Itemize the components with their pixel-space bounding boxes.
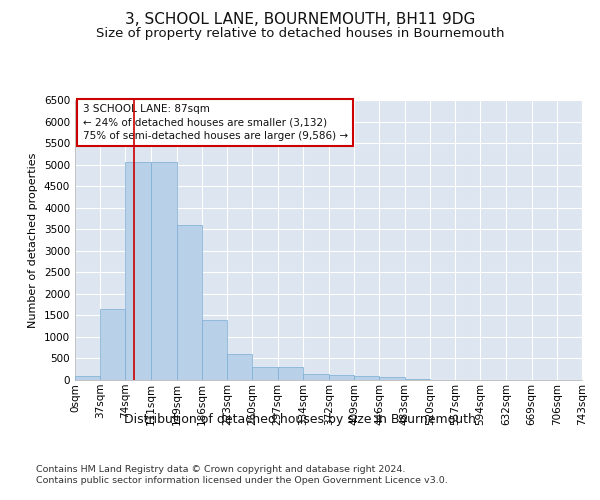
Bar (100, 309, 125, 380)
Bar (176, 225, 202, 380)
Text: Distribution of detached houses by size in Bournemouth: Distribution of detached houses by size … (124, 412, 476, 426)
Y-axis label: Number of detached properties: Number of detached properties (28, 152, 38, 328)
Text: 3, SCHOOL LANE, BOURNEMOUTH, BH11 9DG: 3, SCHOOL LANE, BOURNEMOUTH, BH11 9DG (125, 12, 475, 28)
Text: Contains public sector information licensed under the Open Government Licence v3: Contains public sector information licen… (36, 476, 448, 485)
Bar (202, 320, 227, 380)
Bar (379, 378, 404, 380)
Text: 3 SCHOOL LANE: 87sqm
← 24% of detached houses are smaller (3,132)
75% of semi-de: 3 SCHOOL LANE: 87sqm ← 24% of detached h… (83, 104, 348, 141)
Bar (151, 162, 176, 380)
Bar (404, 379, 430, 380)
Bar (278, 367, 303, 380)
Bar (354, 376, 379, 380)
Bar (75, 376, 100, 380)
Bar (303, 374, 329, 380)
Bar (329, 375, 354, 380)
Bar (253, 367, 278, 380)
Bar (125, 162, 151, 380)
Text: Contains HM Land Registry data © Crown copyright and database right 2024.: Contains HM Land Registry data © Crown c… (36, 465, 406, 474)
Text: Size of property relative to detached houses in Bournemouth: Size of property relative to detached ho… (96, 28, 504, 40)
Bar (227, 354, 253, 380)
